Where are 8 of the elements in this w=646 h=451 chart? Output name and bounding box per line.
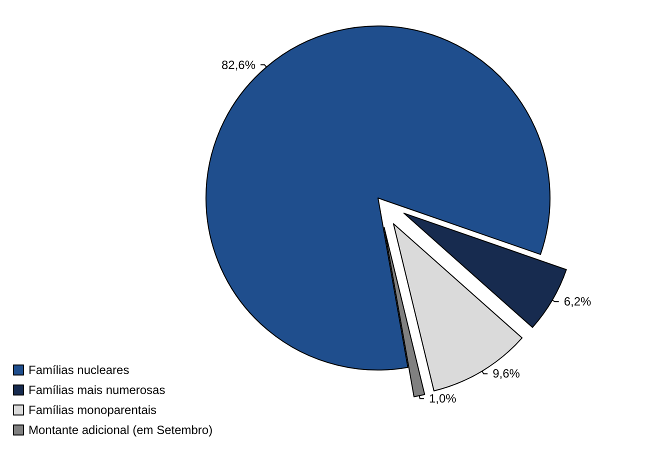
legend-label: Famílias monoparentais [28,403,157,417]
data-label: 6,2% [564,294,592,309]
legend-label: Famílias nucleares [28,363,130,377]
data-label: 82,6% [221,58,256,72]
data-label: 1,0% [428,392,457,406]
legend-label: Montante adicional (em Setembro) [28,423,213,437]
legend-label: Famílias mais numerosas [28,383,166,397]
data-label: 9,6% [492,366,520,381]
